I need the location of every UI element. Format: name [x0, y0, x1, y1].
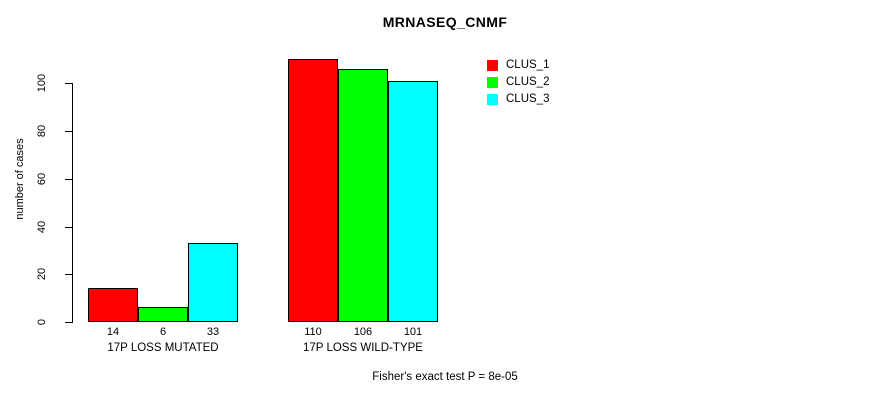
bar-clus3-group2[interactable] — [388, 81, 438, 322]
bar-group-17p-loss-wild-type — [288, 59, 438, 322]
bar-clus1-group2[interactable] — [288, 59, 338, 322]
y-tick-label-0: 0 — [36, 318, 48, 326]
y-tick-label-60: 60 — [36, 172, 48, 186]
bar-clus2-group2[interactable] — [338, 69, 388, 322]
y-axis-line — [72, 83, 73, 323]
bar-clus2-group1[interactable] — [138, 307, 188, 322]
y-tick-80 — [65, 131, 72, 132]
y-tick-label-80: 80 — [36, 124, 48, 138]
bar-value-clus1-group1: 14 — [106, 326, 120, 338]
bar-value-clus3-group1: 33 — [206, 326, 220, 338]
legend-label-clus-1: CLUS_1 — [506, 59, 550, 71]
bar-value-clus3-group2: 101 — [403, 326, 423, 338]
bar-clus3-group1[interactable] — [188, 243, 238, 322]
y-tick-label-40: 40 — [36, 220, 48, 234]
y-tick-0 — [65, 322, 72, 323]
bar-clus1-group1[interactable] — [88, 288, 138, 322]
legend-item-clus-3[interactable]: CLUS_3 — [487, 91, 549, 107]
y-axis-label: number of cases — [14, 138, 26, 220]
y-tick-60 — [65, 179, 72, 180]
legend-swatch-clus-2 — [487, 76, 498, 88]
y-tick-label-20: 20 — [36, 267, 48, 281]
legend-swatch-clus-3 — [487, 93, 498, 105]
group-label-17p-loss-wild-type: 17P LOSS WILD-TYPE — [303, 342, 423, 354]
y-tick-100 — [65, 83, 72, 84]
chart-title: MRNASEQ_CNMF — [382, 14, 508, 30]
y-tick-20 — [65, 274, 72, 275]
legend-item-clus-2[interactable]: CLUS_2 — [487, 74, 549, 90]
statistical-test-annotation: Fisher's exact test P = 8e-05 — [372, 371, 518, 383]
bar-value-clus1-group2: 110 — [304, 326, 322, 338]
y-tick-40 — [65, 227, 72, 228]
bar-value-clus2-group1: 6 — [159, 326, 167, 338]
legend-item-clus-1[interactable]: CLUS_1 — [487, 57, 549, 73]
group-label-17p-loss-mutated: 17P LOSS MUTATED — [107, 342, 219, 354]
y-tick-label-100: 100 — [36, 73, 48, 93]
legend: CLUS_1 CLUS_2 CLUS_3 — [487, 57, 549, 108]
legend-swatch-clus-1 — [487, 59, 498, 71]
legend-label-clus-2: CLUS_2 — [506, 76, 550, 88]
bar-group-17p-loss-mutated — [88, 77, 238, 322]
bar-value-clus2-group2: 106 — [353, 326, 373, 338]
legend-label-clus-3: CLUS_3 — [506, 93, 550, 105]
